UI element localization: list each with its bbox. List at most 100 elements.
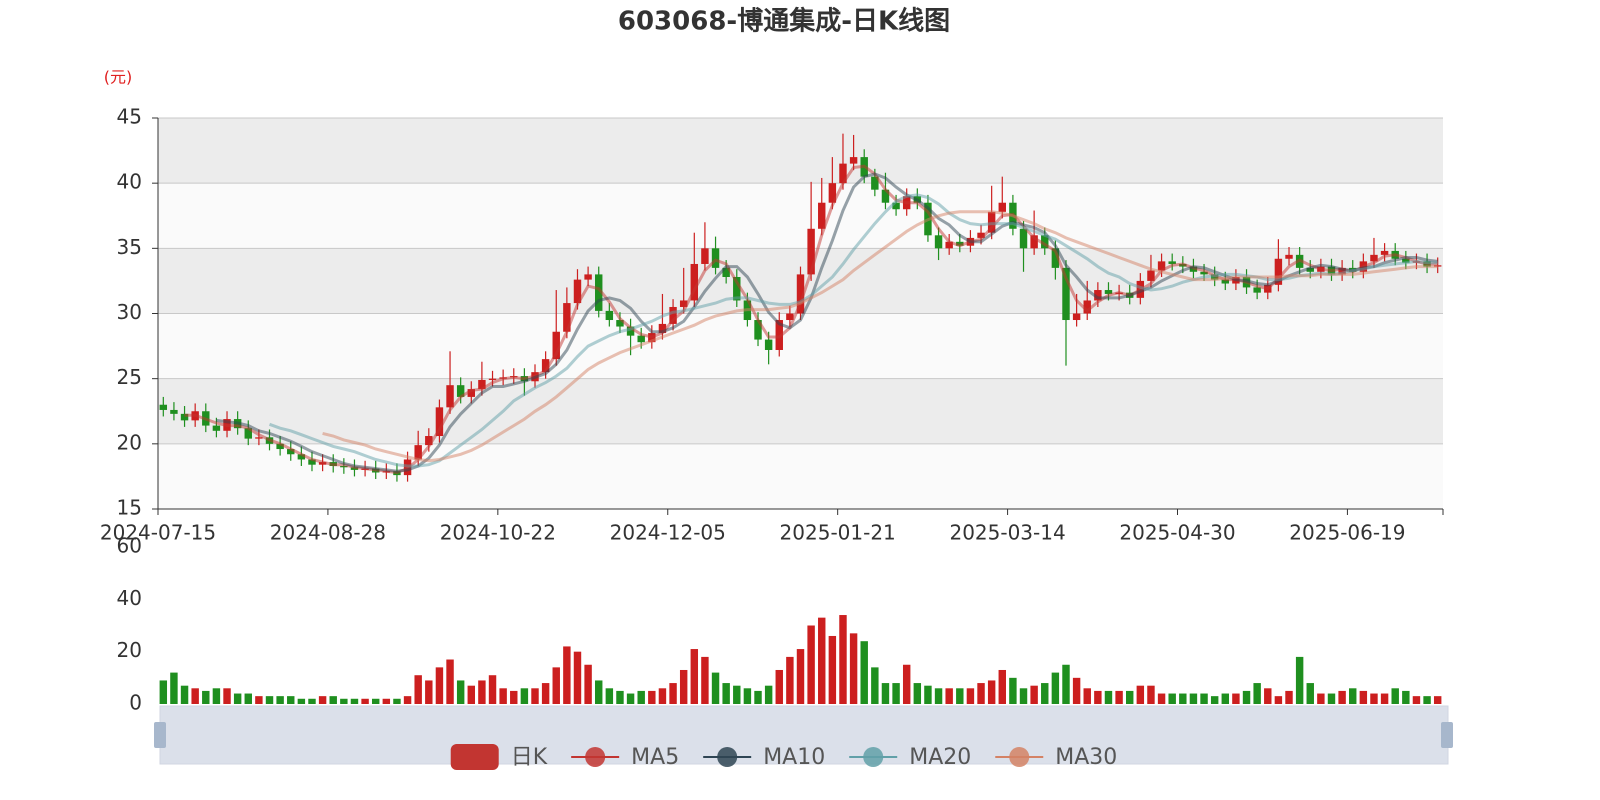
volume-bar — [605, 688, 614, 704]
candle-body — [563, 303, 571, 332]
volume-tick-label: 60 — [117, 534, 142, 558]
slider-handle-left[interactable] — [154, 722, 166, 748]
candle-body — [945, 241, 953, 249]
candle-body — [297, 454, 306, 460]
volume-bar — [828, 635, 837, 704]
candle-body — [1147, 270, 1155, 281]
volume-bar — [637, 690, 645, 704]
volume-bar — [340, 698, 348, 704]
candle-body — [711, 248, 720, 268]
legend-item[interactable]: 日K — [450, 744, 548, 770]
volume-bar — [1349, 688, 1357, 704]
volume-bar — [913, 683, 922, 704]
slider-handle-right[interactable] — [1441, 722, 1453, 748]
candle-body — [605, 310, 614, 321]
candle-body — [1104, 290, 1113, 294]
volume-bar — [1136, 685, 1145, 704]
candle-body — [1402, 258, 1410, 263]
volume-bar — [212, 688, 221, 704]
volume-tick-label: 0 — [129, 691, 142, 715]
candle-body — [669, 306, 677, 324]
candle-body — [701, 248, 709, 264]
volume-bar — [711, 672, 720, 704]
split-area — [158, 443, 1443, 509]
volume-bar — [902, 664, 911, 704]
candle-body — [595, 274, 603, 311]
volume-bar — [276, 696, 284, 704]
candle-body — [764, 339, 773, 350]
candle-body — [1274, 258, 1283, 285]
candle-body — [414, 445, 422, 460]
volume-bar — [754, 690, 762, 704]
x-tick-label: 2024-12-05 — [610, 521, 726, 545]
candle-body — [340, 465, 348, 468]
candle-body — [1019, 228, 1028, 249]
candle-body — [1030, 235, 1038, 249]
candle-body — [1051, 248, 1060, 268]
volume-bar — [892, 683, 900, 704]
volume-bar — [1359, 690, 1368, 704]
legend-item[interactable]: MA10 — [703, 745, 825, 770]
ma-line — [322, 210, 1438, 463]
legend-swatch — [450, 744, 499, 770]
candle-body — [1041, 235, 1049, 249]
legend-item[interactable]: MA5 — [571, 745, 679, 770]
candle-body — [733, 277, 741, 301]
volume-bar — [488, 675, 497, 704]
volume-bar — [1147, 685, 1155, 704]
volume-bar — [1412, 696, 1421, 704]
volume-bar — [1083, 688, 1091, 704]
candle-body — [679, 300, 688, 307]
volume-bar — [1210, 696, 1219, 704]
volume-bar — [1338, 690, 1346, 704]
candle-body — [956, 241, 964, 246]
volume-bar — [1402, 690, 1410, 704]
split-area — [158, 313, 1443, 379]
volume-bar — [382, 698, 391, 704]
volume-bar — [1295, 656, 1304, 704]
legend-swatch — [717, 747, 738, 767]
candle-body — [998, 202, 1006, 212]
volume-bar — [839, 615, 847, 704]
candle-body — [244, 428, 252, 439]
volume-bar — [743, 688, 752, 704]
candle-body — [308, 459, 316, 465]
volume-bar — [1264, 688, 1272, 704]
candle-body — [1200, 271, 1208, 275]
volume-bar — [1200, 693, 1208, 704]
legend-item[interactable]: MA30 — [995, 745, 1117, 770]
volume-bar — [1179, 693, 1187, 704]
candle-body — [626, 326, 635, 336]
volume-bar — [1221, 693, 1230, 704]
volume-bar — [552, 667, 560, 704]
volume-bar — [170, 672, 178, 704]
candle-body — [722, 267, 730, 278]
volume-bar — [1242, 690, 1251, 704]
volume-bar — [1232, 693, 1240, 704]
candle-body — [159, 404, 168, 410]
volume-bar — [1125, 690, 1134, 704]
volume-bar — [1115, 690, 1123, 704]
volume-bar — [361, 698, 369, 704]
y-tick-label: 20 — [117, 430, 142, 454]
volume-bar — [456, 680, 465, 704]
volume-bar — [584, 664, 592, 704]
volume-bar — [1391, 688, 1399, 704]
candle-body — [775, 320, 783, 350]
volume-bar — [658, 688, 667, 704]
volume-bar — [1094, 690, 1102, 704]
volume-bar — [1072, 677, 1081, 704]
candle-body — [637, 335, 645, 343]
volume-bar — [287, 696, 295, 704]
volume-bar — [531, 688, 539, 704]
volume-bar — [1274, 696, 1283, 704]
volume-bar — [541, 683, 550, 704]
data-zoom-slider[interactable] — [154, 705, 1453, 765]
legend-item[interactable]: MA20 — [849, 745, 971, 770]
candle-body — [584, 274, 592, 280]
candle-body — [786, 313, 794, 321]
volume-bar — [1009, 677, 1017, 704]
volume-bar — [1019, 688, 1028, 704]
split-area — [158, 378, 1443, 444]
volume-bar — [499, 688, 507, 704]
